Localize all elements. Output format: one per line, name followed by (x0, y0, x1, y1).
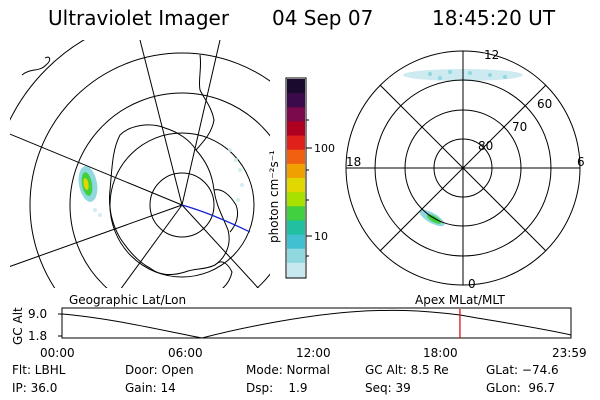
mlat-label: 70 (512, 120, 527, 134)
mlt-label-dawn: 6 (577, 155, 585, 169)
timeline-ytick: 9.0 (28, 307, 47, 321)
timeline-xtick: 00:00 (40, 346, 75, 360)
colorbar-swatch (287, 149, 305, 165)
colorbar-swatch (287, 262, 305, 278)
colorbar-swatch (287, 121, 305, 137)
ip-label: IP: 36.0 (12, 381, 58, 395)
geo-lat-ring (29, 52, 270, 288)
geo-meridian (181, 204, 259, 288)
colorbar-swatch (287, 93, 305, 108)
colorbar-swatch (287, 135, 305, 151)
app-title: Ultraviolet Imager (48, 6, 230, 30)
gc-alt-label: GC Alt: 8.5 Re (365, 363, 449, 377)
geo-meridian (10, 133, 183, 206)
geo-meridian (120, 204, 183, 288)
door-label: Door: Open (125, 363, 194, 377)
geo-meridian (10, 204, 183, 267)
timeline-xtick: 18:00 (423, 346, 458, 360)
mlt-label-noon: 12 (484, 48, 499, 62)
glon-label: GLon: 96.7 (486, 381, 556, 395)
mlt-label-midnight: 0 (468, 277, 476, 291)
colorbar-unit-label: photon cm⁻²s⁻¹ (267, 150, 281, 243)
colorbar-tick: 100 (314, 142, 335, 155)
colorbar-swatch (287, 220, 305, 236)
orbit-track (181, 204, 251, 233)
mlat-label: 60 (537, 97, 552, 111)
timeline-xtick: 06:00 (168, 346, 203, 360)
timeline-xtick: 12:00 (296, 346, 331, 360)
colorbar-swatch (287, 192, 305, 207)
mlt-label-dusk: 18 (346, 155, 361, 169)
mlat-label: 80 (478, 139, 493, 153)
dsp-label: Dsp: 1.9 (246, 381, 308, 395)
filter-label: Flt: LBHL (12, 363, 66, 377)
colorbar-swatch (287, 234, 305, 250)
geo-lat-ring (10, 40, 85, 121)
aurora-spot-mlt (419, 209, 445, 227)
colorbar-swatch (287, 206, 305, 221)
geo-lat-ring (69, 92, 270, 288)
mode-label: Mode: Normal (246, 363, 330, 377)
seq-label: Seq: 39 (365, 381, 411, 395)
time-label: 18:45:20 UT (432, 6, 556, 30)
colorbar-swatch (287, 163, 305, 179)
mlt-map-caption: Apex MLat/MLT (415, 293, 505, 307)
geo-lat-ring (149, 172, 215, 238)
timeline-xtick: 23:59 (552, 346, 587, 360)
geo-meridian (181, 40, 221, 206)
mlt-axis (379, 84, 547, 252)
geo-meridian (139, 40, 183, 206)
colorbar-tick: 10 (314, 230, 328, 243)
coastline (21, 54, 239, 288)
colorbar-swatch (287, 107, 305, 122)
glat-label: GLat: −74.6 (486, 363, 559, 377)
colorbar-swatch (287, 178, 305, 193)
colorbar-swatch (287, 248, 305, 264)
geo-map (10, 40, 270, 288)
gain-label: Gain: 14 (125, 381, 176, 395)
colorbar: 100 10 photon cm⁻²s⁻¹ (267, 77, 335, 279)
date-label: 04 Sep 07 (272, 6, 374, 30)
altitude-timeline: 9.0 1.8 GC Alt 00:00 06:00 12:00 18:00 2… (11, 307, 587, 360)
colorbar-swatch (287, 79, 305, 94)
mlt-map: 12 18 6 0 60 70 80 (345, 48, 585, 291)
aurora-spot-geo (78, 166, 98, 202)
geo-map-caption: Geographic Lat/Lon (69, 293, 186, 307)
timeline-ytick: 1.8 (28, 329, 47, 343)
timeline-ylabel: GC Alt (11, 307, 25, 345)
